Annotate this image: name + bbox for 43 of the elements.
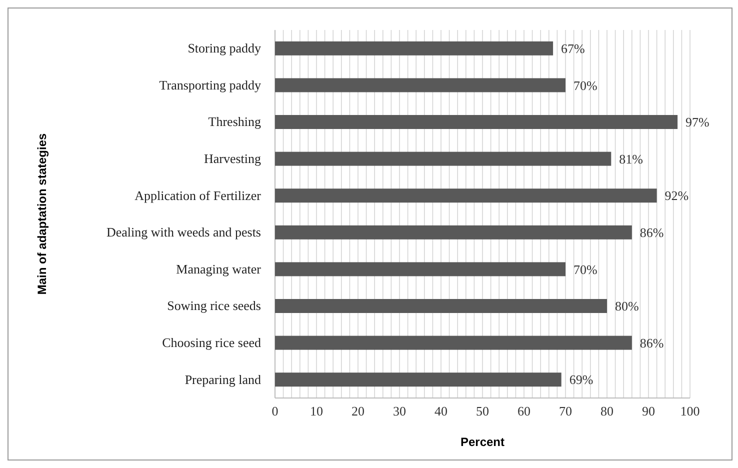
bar (275, 115, 678, 129)
y-tick-label: Threshing (208, 114, 262, 130)
bar (275, 188, 657, 203)
x-tick-label: 0 (272, 403, 278, 418)
y-tick-label: Harvesting (204, 150, 262, 166)
bar (275, 372, 562, 387)
data-label: 86% (640, 224, 664, 240)
y-tick-label: Storing paddy (188, 40, 262, 56)
x-tick-label: 70 (559, 403, 572, 418)
bar (275, 225, 632, 240)
bar (275, 41, 554, 56)
y-tick-label: Preparing land (184, 372, 262, 387)
y-axis-title: Main of adaptation stategies (35, 133, 49, 295)
y-tick-label: Application of Fertilizer (134, 188, 262, 203)
x-tick-label: 80 (600, 403, 614, 418)
x-tick-label: 100 (680, 403, 700, 418)
data-label: 70% (574, 78, 598, 93)
data-label: 92% (664, 188, 689, 204)
y-tick-label: Choosing rice seed (162, 334, 262, 350)
x-tick-label: 40 (434, 403, 448, 418)
bar (275, 299, 607, 313)
data-label: 86% (640, 335, 664, 350)
x-axis-title: Percent (460, 435, 505, 449)
x-tick-label: 20 (352, 403, 364, 418)
data-label: 80% (615, 298, 639, 314)
x-tick-label: 90 (642, 403, 655, 418)
data-label: 81% (619, 151, 644, 166)
bar (275, 78, 566, 92)
data-label: 70% (574, 262, 598, 277)
y-tick-label: Managing water (176, 261, 262, 276)
bar (275, 336, 632, 350)
x-tick-label: 30 (393, 403, 406, 418)
data-label: 69% (569, 372, 594, 388)
data-label: 97% (686, 114, 710, 130)
data-label: 67% (561, 40, 586, 56)
y-tick-label: Dealing with weeds and pests (106, 224, 261, 240)
bar (275, 262, 566, 276)
bar (275, 152, 612, 166)
y-tick-label: Transporting paddy (159, 77, 262, 92)
x-tick-label: 50 (476, 403, 489, 418)
x-tick-label: 60 (518, 403, 530, 418)
x-tick-label: 10 (310, 403, 323, 418)
y-tick-label: Sowing rice seeds (167, 298, 261, 314)
